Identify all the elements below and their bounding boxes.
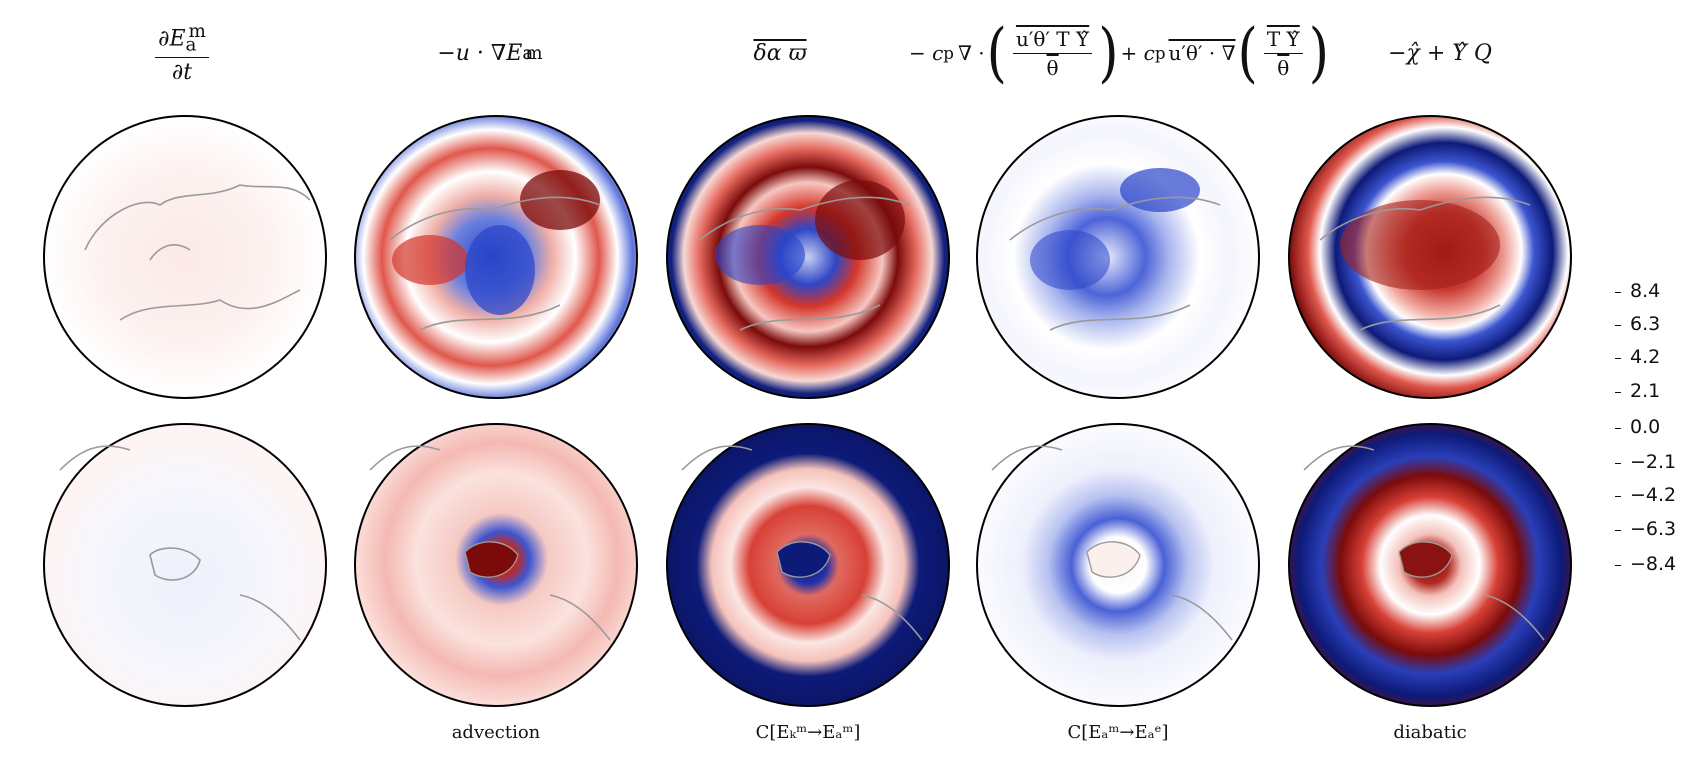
maps-svg xyxy=(43,115,1572,707)
advection-term-sub: a xyxy=(522,42,534,64)
eddy-term-tail-num: T Υ̂ xyxy=(1263,27,1303,54)
colorbar-tick-label: 8.4 xyxy=(1630,280,1661,302)
colorbar-tick xyxy=(1615,325,1621,326)
tendency-denominator: ∂t xyxy=(171,60,193,86)
colorbar-tick xyxy=(1615,358,1621,359)
tendency-fraction: ∂Eam ∂t xyxy=(155,21,209,86)
colorbar-tick-label: −8.4 xyxy=(1630,553,1677,575)
nh-coastline-5 xyxy=(1319,196,1531,331)
advection-term-text: −u · ∇E xyxy=(437,40,523,66)
title-advection-term: −u · ∇E a m xyxy=(380,18,600,88)
sh-coastline-4 xyxy=(991,445,1233,641)
colorbar-tick-label: −2.1 xyxy=(1630,451,1677,473)
nh-coastline-2 xyxy=(389,196,601,331)
sh-coastline-3 xyxy=(681,445,923,641)
map-sh-diabatic xyxy=(1288,423,1572,707)
sh-coastline-2 xyxy=(369,445,611,641)
sh-antarctica-2 xyxy=(464,541,519,578)
sh-antarctica-4 xyxy=(1086,541,1141,578)
colorbar-tick xyxy=(1615,428,1621,429)
nh-coastline-1 xyxy=(84,184,311,321)
label-diabatic: diabatic xyxy=(1393,722,1467,743)
eddy-term-mid: + c xyxy=(1120,41,1155,65)
colorbar-tick-label: 4.2 xyxy=(1630,346,1661,368)
eddy-term-op: ∇ · xyxy=(957,41,985,65)
map-nh-diabatic xyxy=(1288,115,1572,399)
eddy-term-paren-close: ) xyxy=(1098,15,1119,91)
title-diabatic-term: −χ̂ + Υ̂ Q xyxy=(1340,18,1540,88)
colorbar-tick-label: 0.0 xyxy=(1630,416,1661,438)
colorbar-tick-label: −6.3 xyxy=(1630,518,1677,540)
label-kinetic-to-available: C[Eₖᵐ→Eₐᵐ] xyxy=(755,722,861,743)
sh-coastline-5 xyxy=(1303,445,1545,641)
label-mean-to-eddy: C[Eₐᵐ→Eₐᵉ] xyxy=(1067,722,1169,743)
colorbar-tick xyxy=(1615,496,1621,497)
sh-antarctica-3 xyxy=(776,541,831,578)
conversion-term-text: δα ϖ xyxy=(753,40,807,66)
eddy-term-paren-open: ( xyxy=(986,15,1007,91)
tendency-numerator: ∂Eam xyxy=(155,21,209,59)
eddy-term-mid-op: u′θ′ · ∇ xyxy=(1168,41,1236,65)
map-nh-tendency xyxy=(43,115,327,399)
eddy-term-lead-sub: p xyxy=(943,43,954,63)
title-tendency: ∂Eam ∂t xyxy=(92,18,272,88)
eddy-term-inner-fraction: u′θ′ T Υ̂ θ xyxy=(1012,27,1093,80)
map-sh-tendency xyxy=(43,423,327,707)
label-advection: advection xyxy=(451,722,541,743)
advection-term-sup: m xyxy=(525,42,543,64)
colorbar-tick-label: 2.1 xyxy=(1630,380,1661,402)
eddy-term-tail-den: θ xyxy=(1277,55,1290,80)
map-sh-conversion xyxy=(666,423,950,707)
colorbar-tick xyxy=(1615,530,1621,531)
eddy-term-tail-fraction: T Υ̂ θ xyxy=(1263,27,1303,80)
map-sh-advection xyxy=(354,423,638,707)
colorbar-tick xyxy=(1615,565,1621,566)
sh-antarctica-5 xyxy=(1398,541,1453,578)
title-conversion-term: δα ϖ xyxy=(690,18,870,88)
eddy-term-paren2-close: ) xyxy=(1308,15,1330,91)
colorbar-tick xyxy=(1615,392,1621,393)
colorbar-tick-label: −4.2 xyxy=(1630,484,1677,506)
colorbar-tick xyxy=(1615,292,1621,293)
eddy-term-paren2-open: ( xyxy=(1237,15,1258,91)
eddy-term-inner-num: u′θ′ T Υ̂ xyxy=(1012,27,1093,54)
eddy-term-mid-sub: p xyxy=(1154,43,1166,63)
sh-antarctica-1 xyxy=(149,547,201,581)
nh-coastline-3 xyxy=(699,196,911,331)
colorbar-tick-label: 6.3 xyxy=(1630,313,1661,335)
map-sh-eddy xyxy=(976,423,1260,707)
map-nh-eddy xyxy=(976,115,1260,399)
map-nh-conversion xyxy=(666,115,950,399)
eddy-term-inner-den: θ xyxy=(1046,55,1059,80)
colorbar-tick xyxy=(1615,463,1621,464)
map-nh-advection xyxy=(354,115,638,399)
diabatic-term-text: −χ̂ + Υ̂ Q xyxy=(1388,40,1492,66)
sh-coastline-1 xyxy=(59,445,301,641)
nh-coastline-4 xyxy=(1009,196,1221,331)
eddy-term-lead: − c xyxy=(908,41,944,65)
